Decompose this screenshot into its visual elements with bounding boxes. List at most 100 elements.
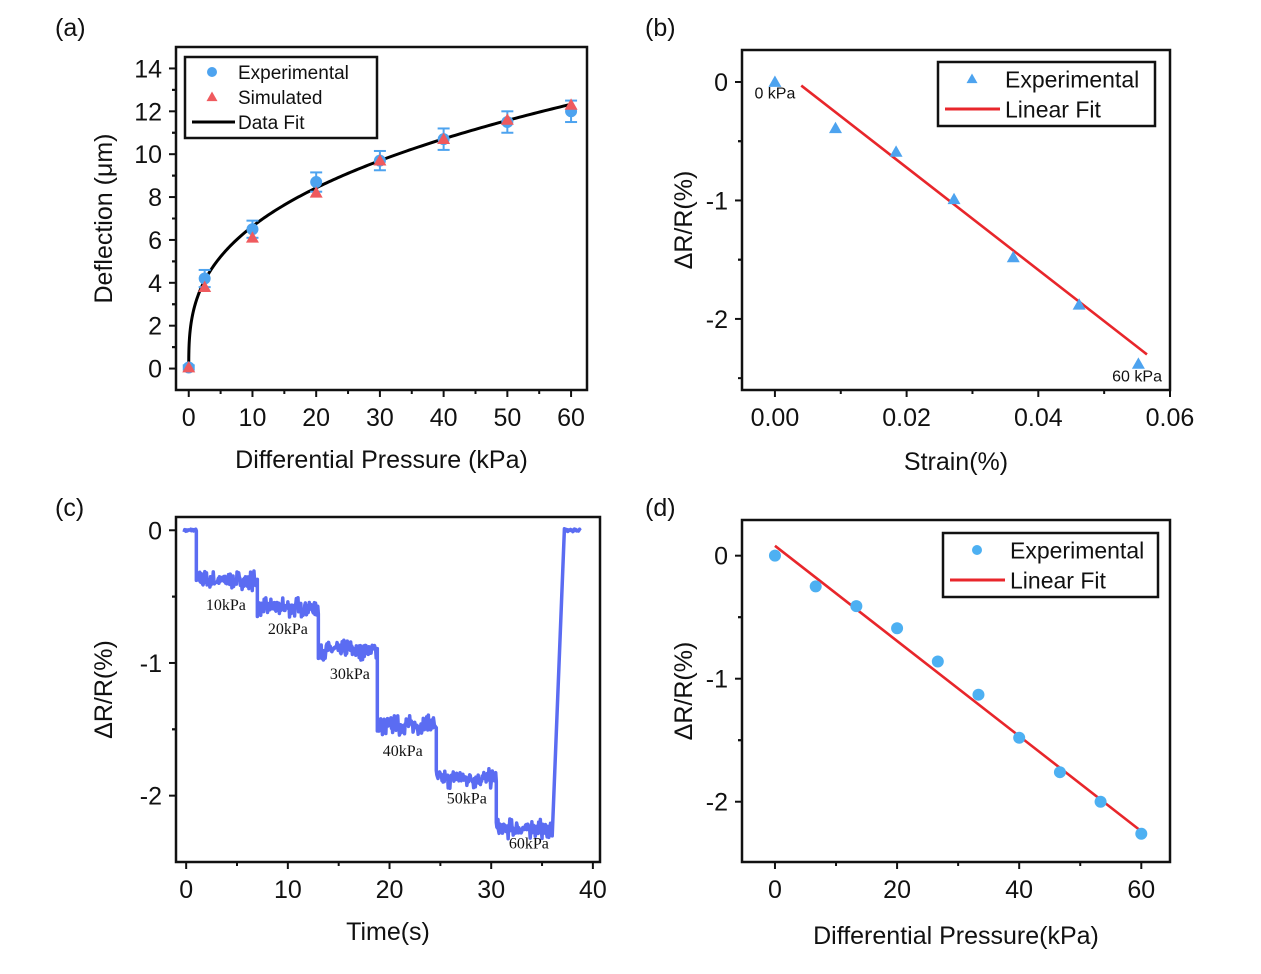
annotation: 20kPa [268, 621, 308, 638]
y-tick-label: -2 [706, 789, 728, 817]
legend: Experimental Linear Fit [936, 60, 1157, 128]
plot-frame [740, 518, 1172, 864]
data-point [309, 186, 323, 198]
legend-entry: Experimental [1010, 537, 1144, 563]
legend-marker-swatch [207, 67, 217, 77]
y-axis-label: ΔR/R(%) [90, 640, 118, 739]
panel-b: (b) 0.00 0.02 0.04 0.06 0 -1 -2 Strain(%) ΔR/R(%)… [645, 14, 1194, 476]
plot-frame [740, 48, 1172, 392]
panel-label: (b) [645, 14, 676, 42]
legend: Experimental Linear Fit [941, 531, 1160, 599]
y-axis-label: ΔR/R(%) [670, 171, 698, 270]
x-tick-label: 40 [430, 404, 458, 432]
x-tick-label: 0 [182, 404, 196, 432]
x-tick-label: 50 [493, 404, 521, 432]
annotation: 60 kPa [1112, 369, 1162, 386]
x-tick-label: 0.04 [1014, 404, 1063, 432]
data-point [373, 154, 387, 166]
x-tick-label: 30 [366, 404, 394, 432]
x-tick-label: 40 [1005, 876, 1033, 904]
annotation: 30kPa [330, 666, 370, 683]
y-tick-label: 0 [714, 69, 728, 97]
fit-line [800, 84, 1148, 356]
legend-marker-swatch [972, 545, 982, 555]
data-point [931, 655, 944, 668]
data-point [972, 688, 985, 701]
x-axis-label: Strain(%) [904, 448, 1008, 476]
x-tick-label: 30 [477, 876, 505, 904]
x-tick-label: 0.02 [882, 404, 931, 432]
x-tick-label: 10 [274, 876, 302, 904]
fit-line [774, 544, 1143, 833]
panel-label: (a) [55, 14, 86, 42]
data-point [246, 223, 259, 236]
panel-label: (c) [55, 494, 84, 522]
data-point [891, 622, 904, 635]
fit-curve [187, 102, 572, 369]
legend-entry: Experimental [1005, 66, 1139, 92]
annotation: 40kPa [383, 743, 423, 760]
data-point [809, 580, 822, 593]
legend-entry: Linear Fit [1010, 567, 1106, 593]
annotation: 50kPa [447, 791, 487, 808]
x-tick-label: 0 [179, 876, 193, 904]
annotation: 60kPa [509, 836, 549, 853]
legend-frame [936, 60, 1157, 128]
data-point [947, 192, 961, 205]
y-tick-label: 10 [134, 141, 162, 169]
y-tick-label: -2 [140, 783, 162, 811]
legend-frame [941, 531, 1160, 599]
data-point [1072, 298, 1086, 310]
x-axis-label: Differential Pressure (kPa) [235, 446, 528, 474]
data-point [1135, 827, 1148, 840]
data-point [1094, 795, 1107, 808]
x-tick-label: 10 [239, 404, 267, 432]
data-point [1131, 357, 1145, 369]
data-point [1013, 731, 1026, 744]
y-axis-label: Deflection (μm) [90, 134, 118, 304]
x-tick-label: 60 [557, 404, 585, 432]
data-point [198, 280, 212, 292]
legend-entry: Data Fit [238, 113, 305, 134]
y-tick-label: 6 [148, 227, 162, 255]
annotation: 10kPa [206, 597, 246, 614]
data-point [768, 549, 781, 562]
x-tick-label: 60 [1127, 876, 1155, 904]
x-tick-label: 40 [579, 876, 607, 904]
y-tick-label: -1 [140, 650, 162, 678]
data-point [768, 75, 782, 87]
y-tick-label: 0 [714, 543, 728, 571]
panel-d: (d) 0 20 40 60 0 -1 -2 Differential Pressure(kPa… [645, 494, 1172, 950]
panel-a: (a) 0 10 20 30 40 50 60 0 2 4 6 8 10 12 14 Differential … [55, 14, 589, 474]
legend-frame [183, 55, 379, 140]
y-tick-label: 14 [134, 55, 162, 83]
legend-entry: Experimental [238, 63, 349, 84]
x-axis-label: Differential Pressure(kPa) [813, 922, 1099, 950]
data-point [1053, 766, 1066, 779]
plot-frame [174, 515, 602, 864]
y-tick-label: 12 [134, 98, 162, 126]
signal-line [182, 527, 582, 841]
panel-label: (d) [645, 494, 676, 522]
panel-c: (c) 0 10 20 30 40 0 -1 -2 Time(s) ΔR/R(%) 10kPa 20kP… [55, 494, 607, 946]
data-point [245, 231, 259, 243]
data-point [1006, 250, 1020, 263]
y-tick-label: -1 [706, 187, 728, 215]
data-point [564, 98, 578, 110]
data-point [889, 145, 903, 157]
x-tick-label: 20 [302, 404, 330, 432]
x-tick-label: 20 [883, 876, 911, 904]
data-point [829, 121, 843, 134]
legend-entry: Linear Fit [1005, 96, 1101, 122]
x-axis-label: Time(s) [346, 918, 430, 946]
x-tick-label: 0.00 [751, 404, 800, 432]
legend-entry: Simulated [238, 88, 323, 109]
legend-marker-swatch [966, 73, 978, 84]
legend: Experimental Simulated Data Fit [183, 55, 379, 140]
data-point [310, 176, 323, 189]
y-tick-label: 0 [148, 356, 162, 384]
y-tick-label: 4 [148, 270, 162, 298]
data-point [198, 272, 211, 285]
y-tick-label: 0 [148, 517, 162, 545]
data-point [437, 132, 451, 145]
